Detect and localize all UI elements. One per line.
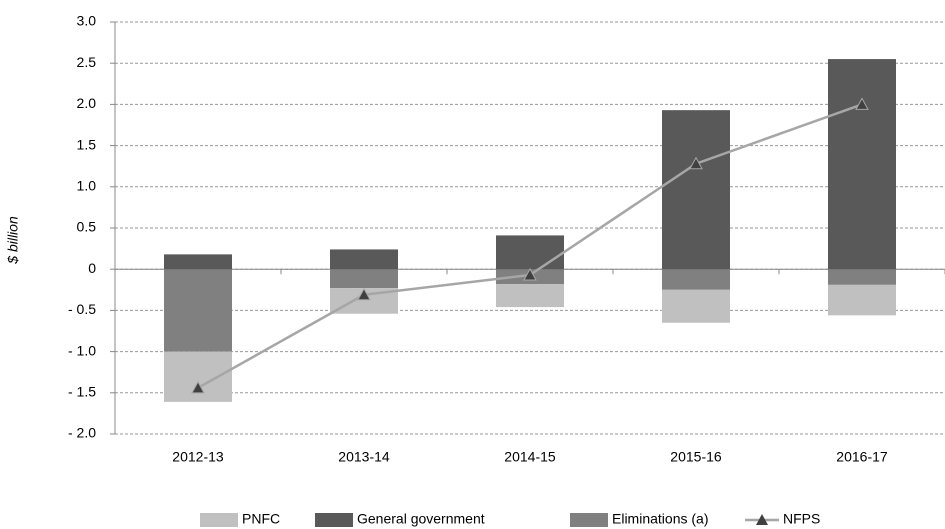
y-tick-label: 3.0: [77, 13, 97, 29]
y-tick-label: 1.0: [77, 178, 97, 194]
bar-segment: [330, 269, 398, 289]
y-axis-label: $ billion: [5, 216, 21, 265]
y-tick-label: 2.5: [77, 54, 97, 70]
y-tick-label: 0: [88, 260, 96, 276]
bar-segment: [330, 249, 398, 270]
bar-segment: [662, 289, 730, 323]
x-tick-label: 2012-13: [172, 449, 224, 465]
legend-label: NFPS: [783, 511, 820, 527]
bar-segment: [164, 269, 232, 352]
legend-label: Eliminations (a): [612, 511, 708, 527]
legend-label: PNFC: [242, 511, 280, 527]
line-marker: [191, 380, 205, 394]
y-tick-label: - 1.0: [68, 342, 96, 358]
bar-segment: [828, 59, 896, 270]
y-tick-label: - 1.5: [68, 384, 96, 400]
y-tick-label: 2.0: [77, 95, 97, 111]
bar-segment: [496, 284, 564, 308]
bar-segment: [164, 254, 232, 270]
bar-segment: [496, 235, 564, 270]
x-tick-label: 2013-14: [338, 449, 390, 465]
bar-segment: [828, 284, 896, 316]
bar-segment: [828, 269, 896, 285]
x-tick-label: 2016-17: [836, 449, 888, 465]
y-tick-label: - 2.0: [68, 425, 96, 441]
x-tick-label: 2015-16: [670, 449, 722, 465]
bar-segment: [662, 269, 730, 290]
y-tick-label: 1.5: [77, 136, 97, 152]
line-marker: [689, 156, 703, 170]
line-marker: [855, 97, 869, 110]
x-tick-label: 2014-15: [504, 449, 556, 465]
legend-marker: [756, 514, 768, 525]
legend-swatch: [200, 513, 238, 527]
bar-segment: [662, 110, 730, 270]
legend-label: General government: [357, 511, 485, 527]
y-tick-label: - 0.5: [68, 301, 96, 317]
line-marker: [523, 267, 537, 281]
legend-swatch: [315, 513, 353, 527]
y-tick-label: 0.5: [77, 219, 97, 235]
line-marker: [357, 287, 371, 301]
legend-swatch: [570, 513, 608, 527]
bar-segment: [164, 351, 232, 402]
